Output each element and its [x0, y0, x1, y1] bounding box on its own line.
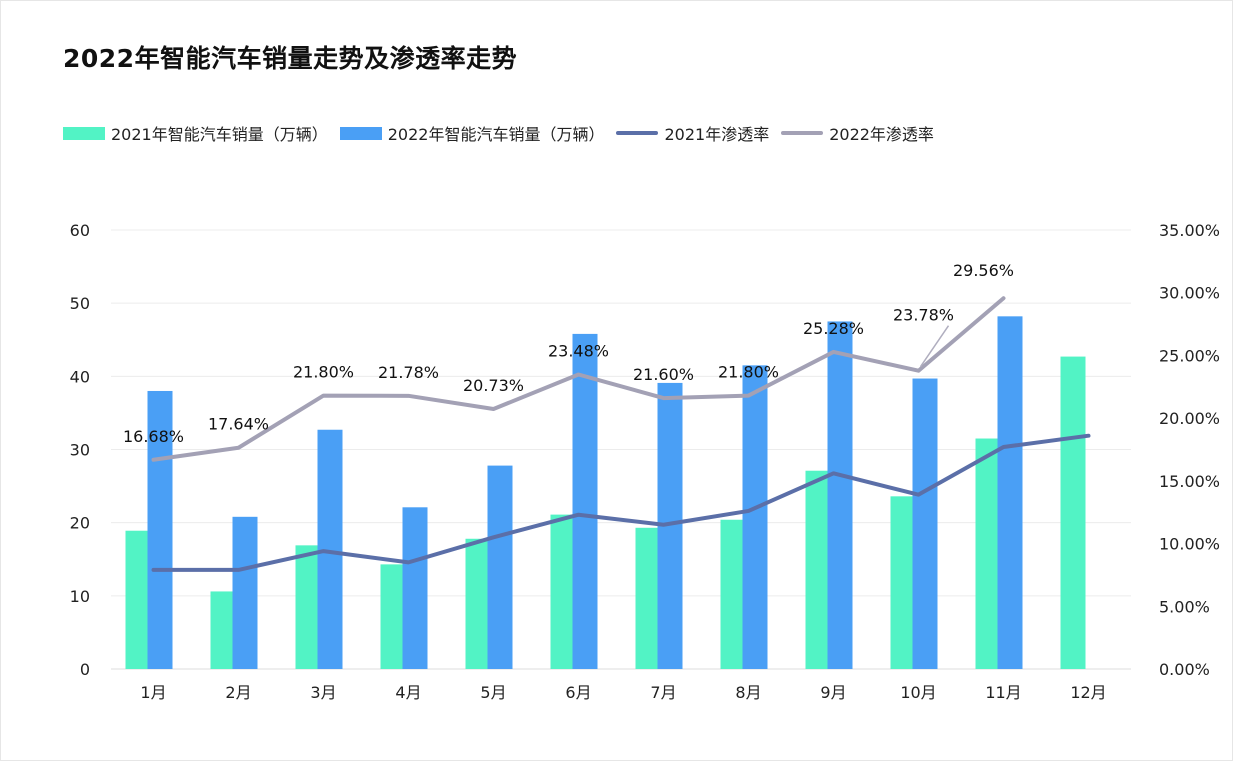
- data-label-penetration-2022: 16.68%: [123, 427, 184, 446]
- y-right-tick-label: 20.00%: [1159, 409, 1220, 428]
- x-tick-label: 7月: [650, 683, 676, 702]
- x-tick-label: 5月: [480, 683, 506, 702]
- bar-sales-2021: [210, 591, 236, 669]
- y-right-tick-label: 15.00%: [1159, 472, 1220, 491]
- legend-label-sales-2021: 2021年智能汽车销量（万辆）: [111, 125, 328, 144]
- chart-title: 2022年智能汽车销量走势及渗透率走势: [63, 44, 518, 73]
- bar-sales-2022: [147, 390, 173, 669]
- data-label-penetration-2022: 21.80%: [293, 363, 354, 382]
- data-label-penetration-2022: 17.64%: [208, 415, 269, 434]
- bar-sales-2021: [975, 438, 1001, 669]
- legend-label-penetration-2022: 2022年渗透率: [829, 125, 934, 144]
- legend-item-sales-2022[interactable]: 2022年智能汽车销量（万辆）: [339, 121, 605, 145]
- legend-item-penetration-2021[interactable]: 2021年渗透率: [616, 121, 769, 145]
- x-tick-label: 2月: [225, 683, 251, 702]
- bar-sales-2022: [912, 378, 938, 669]
- data-label-penetration-2022: 20.73%: [463, 376, 524, 395]
- legend-item-penetration-2022[interactable]: 2022年渗透率: [781, 121, 934, 145]
- bar-sales-2021: [635, 527, 661, 669]
- x-tick-label: 1月: [140, 683, 166, 702]
- bar-sales-2021: [380, 564, 406, 669]
- y-left-tick-label: 50: [70, 294, 90, 313]
- data-label-penetration-2022: 25.28%: [803, 319, 864, 338]
- data-label-penetration-2022: 21.80%: [718, 363, 779, 382]
- legend-swatch-sales-2021: [63, 126, 105, 140]
- bar-sales-2022: [232, 516, 258, 669]
- bar-sales-2022: [997, 316, 1023, 669]
- bar-sales-2022: [317, 429, 343, 669]
- bar-sales-2021: [465, 538, 491, 669]
- bar-sales-2021: [295, 545, 321, 669]
- x-tick-label: 3月: [310, 683, 336, 702]
- legend-swatch-sales-2022: [339, 126, 382, 140]
- data-label-leader-line: [919, 325, 950, 368]
- y-left-tick-label: 40: [70, 367, 90, 386]
- y-left-tick-label: 30: [70, 441, 90, 460]
- line-penetration-2021: [151, 433, 1091, 572]
- x-tick-label: 11月: [985, 683, 1021, 702]
- x-tick-label: 12月: [1070, 683, 1106, 702]
- legend-swatch-penetration-2021: [616, 131, 659, 135]
- bar-sales-2022: [487, 465, 513, 669]
- legend-swatch-penetration-2022: [781, 131, 824, 135]
- y-right-tick-label: 10.00%: [1159, 535, 1220, 554]
- y-right-tick-label: 5.00%: [1159, 597, 1210, 616]
- bar-sales-2022: [402, 507, 428, 669]
- bar-sales-2021: [125, 530, 151, 669]
- data-label-penetration-2022: 21.60%: [633, 365, 694, 384]
- x-tick-label: 8月: [735, 683, 761, 702]
- data-label-penetration-2022: 23.48%: [548, 341, 609, 360]
- bar-sales-2021: [550, 514, 576, 669]
- y-left-tick-label: 20: [70, 514, 90, 533]
- data-label-penetration-2022: 21.78%: [378, 363, 439, 382]
- legend-item-sales-2021[interactable]: 2021年智能汽车销量（万辆）: [63, 121, 328, 145]
- x-tick-label: 9月: [820, 683, 846, 702]
- y-right-tick-label: 30.00%: [1159, 284, 1220, 303]
- bar-sales-2022: [827, 321, 853, 669]
- chart-legend: 2021年智能汽车销量（万辆） 2022年智能汽车销量（万辆） 2021年渗透率…: [63, 121, 946, 145]
- y-right-tick-label: 35.00%: [1159, 221, 1220, 240]
- x-tick-label: 6月: [565, 683, 591, 702]
- bar-sales-2021: [890, 496, 916, 669]
- bar-sales-2021: [805, 470, 831, 669]
- y-right-tick-label: 0.00%: [1159, 660, 1210, 679]
- y-right-tick-label: 25.00%: [1159, 346, 1220, 365]
- data-label-penetration-2022: 29.56%: [953, 261, 1014, 280]
- data-label-penetration-2022: 23.78%: [893, 306, 954, 325]
- x-tick-label: 10月: [900, 683, 936, 702]
- bar-sales-2021: [1060, 356, 1086, 669]
- x-tick-label: 4月: [395, 683, 421, 702]
- y-left-tick-label: 0: [80, 660, 90, 679]
- y-left-tick-label: 60: [70, 221, 90, 240]
- bar-sales-2021: [720, 519, 746, 669]
- line-penetration-2022: [151, 296, 1006, 462]
- y-left-tick-label: 10: [70, 587, 90, 606]
- legend-label-sales-2022: 2022年智能汽车销量（万辆）: [387, 125, 605, 144]
- bar-sales-2022: [742, 365, 768, 669]
- bar-sales-2022: [572, 333, 598, 669]
- legend-label-penetration-2021: 2021年渗透率: [664, 125, 770, 144]
